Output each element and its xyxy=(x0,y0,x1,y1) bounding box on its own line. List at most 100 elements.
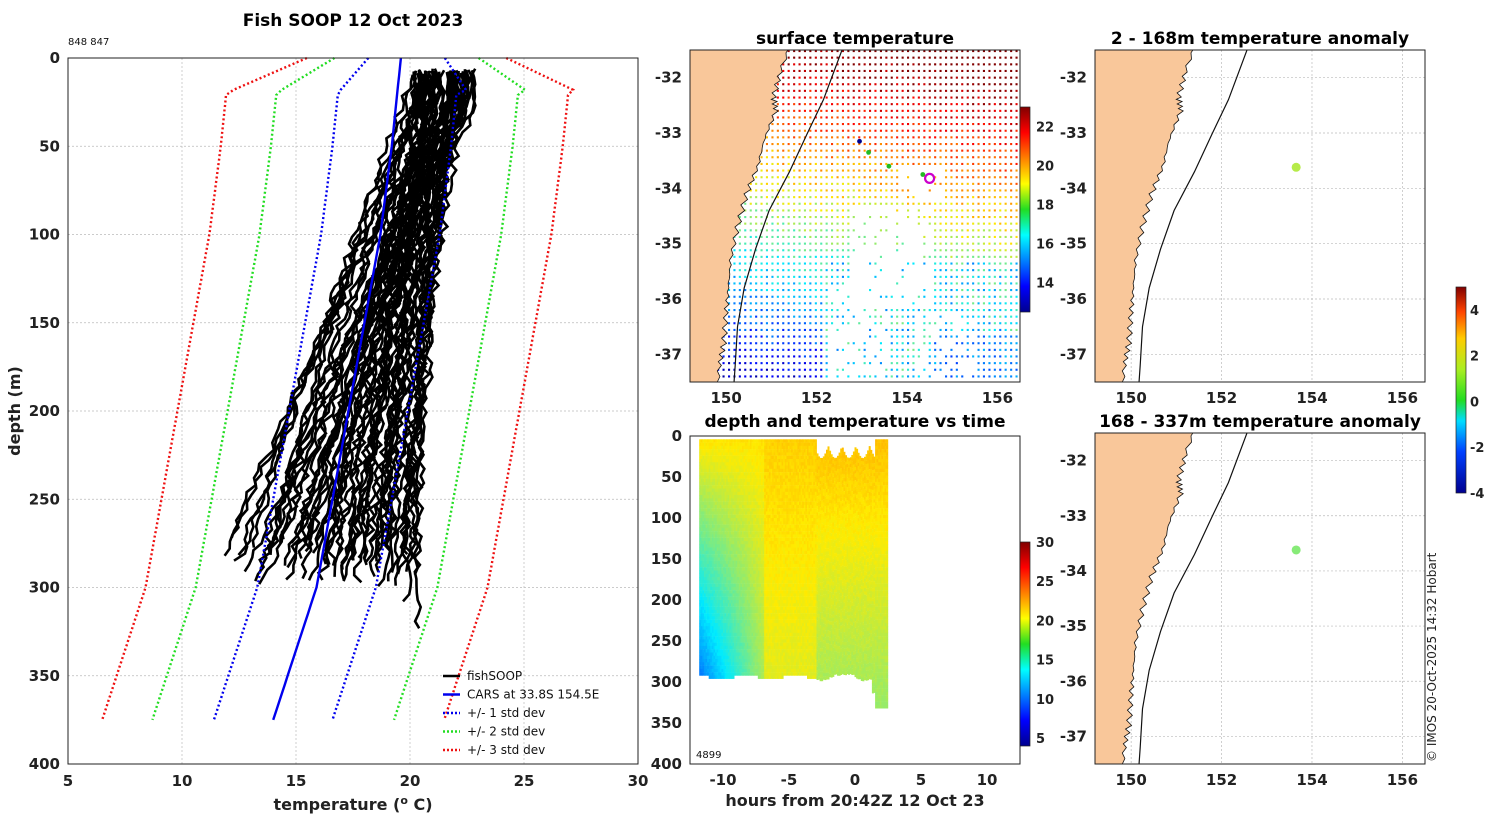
sst-colorbar-tick: 14 xyxy=(1036,277,1054,292)
anomaly-colorbar-tick: -2 xyxy=(1470,441,1484,456)
section-colorbar-tick: 15 xyxy=(1036,654,1054,669)
anomaly-upper-tick-labels: 150 152 154 156 -32 -33 -34 -35 -36 -37 xyxy=(1060,69,1418,407)
legend-label: fishSOOP xyxy=(467,669,522,683)
profile-y-tick: 400 xyxy=(29,755,60,773)
sst-ship-track xyxy=(857,138,936,184)
section-chart: depth and temperature vs time 4899 -10 -5… xyxy=(651,412,1054,810)
sst-map: surface temperature 150 152 154 156 -32 -33 -3… xyxy=(655,29,1054,407)
profile-plot-frame xyxy=(67,57,639,765)
a1-y-tick: -36 xyxy=(1060,290,1087,308)
profile-x-tick-labels: 5 10 15 20 25 30 xyxy=(63,772,649,790)
a1-y-tick: -35 xyxy=(1060,235,1087,253)
profile-legend: fishSOOP CARS at 33.8S 154.5E +/- 1 std de… xyxy=(443,669,599,757)
section-colorbar-tick: 30 xyxy=(1036,536,1054,551)
a1-x-tick: 150 xyxy=(1116,389,1147,407)
sst-land xyxy=(690,50,789,382)
profile-x-axis-label: temperature (o C) xyxy=(273,794,432,814)
section-x-tick: 10 xyxy=(977,771,998,789)
std-dev-line-2-minus xyxy=(151,56,336,721)
sst-x-tick: 154 xyxy=(891,389,922,407)
section-y-tick: 0 xyxy=(672,427,682,445)
section-y-tick: 50 xyxy=(661,468,682,486)
profile-x-tick: 5 xyxy=(63,772,73,790)
std-dev-lines xyxy=(101,56,576,721)
anomaly-lower-frame xyxy=(1094,432,1426,765)
sst-x-tick: 156 xyxy=(982,389,1013,407)
profile-chart: Fish SOOP 12 Oct 2023 848 847 5 10 15 20 25 3… xyxy=(5,11,648,814)
profile-x-tick: 15 xyxy=(286,772,307,790)
legend-label: +/- 1 std dev xyxy=(467,706,545,720)
section-x-tick: -5 xyxy=(781,771,798,789)
sst-colorbar-tick: 20 xyxy=(1036,160,1054,175)
profile-y-tick: 50 xyxy=(39,137,60,155)
a2-x-tick: 152 xyxy=(1206,771,1237,789)
profile-y-tick: 300 xyxy=(29,579,60,597)
profile-y-tick: 150 xyxy=(29,314,60,332)
ship-track-point xyxy=(866,149,871,155)
cars-mean-line xyxy=(272,57,403,721)
anomaly-upper-frame xyxy=(1094,49,1426,383)
a2-x-tick: 154 xyxy=(1296,771,1327,789)
anomaly-colorbar-tick: 2 xyxy=(1470,350,1479,365)
sst-colorbar-tick: 18 xyxy=(1036,199,1054,214)
profile-y-tick: 100 xyxy=(29,226,60,244)
a2-x-tick: 150 xyxy=(1116,771,1147,789)
ship-track-point xyxy=(886,163,892,169)
section-colorbar-tick: 25 xyxy=(1036,575,1054,590)
a1-y-tick: -33 xyxy=(1060,124,1087,142)
profile-y-tick: 200 xyxy=(29,402,60,420)
anomaly-colorbar xyxy=(1455,286,1467,494)
a1-y-tick: -32 xyxy=(1060,69,1087,87)
a2-y-tick: -37 xyxy=(1060,727,1087,745)
anomaly-upper-gridlines xyxy=(1095,50,1425,382)
sst-isobath xyxy=(733,50,843,382)
section-y-tick: 350 xyxy=(651,714,682,732)
profile-y-tick: 0 xyxy=(50,49,60,67)
sst-colorbar-tick: 22 xyxy=(1036,121,1054,136)
sst-map-title: surface temperature xyxy=(756,29,954,49)
fishsoop-profile xyxy=(263,70,419,545)
fishsoop-profile xyxy=(326,71,418,566)
section-colorbar xyxy=(1019,541,1031,747)
section-y-tick: 250 xyxy=(651,632,682,650)
a2-y-tick: -36 xyxy=(1060,672,1087,690)
a1-y-tick: -34 xyxy=(1060,179,1087,197)
std-dev-line-1-plus xyxy=(331,57,468,721)
anomaly-colorbar-tick: -4 xyxy=(1470,487,1484,502)
ship-track-point xyxy=(857,138,862,144)
std-dev-line-3-minus xyxy=(101,56,308,721)
anomaly-lower-land xyxy=(1095,433,1194,764)
section-x-axis-label: hours from 20:42Z 12 Oct 23 xyxy=(725,791,984,810)
profile-y-tick-labels: 0 50 100 150 200 250 300 350 400 xyxy=(29,49,60,773)
sst-y-tick: -35 xyxy=(655,235,682,253)
ship-track-point xyxy=(920,172,926,177)
a2-y-tick: -33 xyxy=(1060,507,1087,525)
profile-y-tick: 250 xyxy=(29,490,60,508)
anomaly-upper-isobath xyxy=(1138,50,1248,382)
a2-y-tick: -35 xyxy=(1060,617,1087,635)
section-y-tick: 100 xyxy=(651,509,682,527)
sst-y-tick: -32 xyxy=(655,69,682,87)
a1-x-tick: 154 xyxy=(1296,389,1327,407)
a1-x-tick: 156 xyxy=(1387,389,1418,407)
section-colorbar-tick: 20 xyxy=(1036,614,1054,629)
anomaly-upper-points xyxy=(1291,162,1301,172)
section-colorbar-ticks: 5 10 15 20 25 30 xyxy=(1036,536,1054,747)
fishsoop-profile xyxy=(269,74,414,555)
sst-y-tick: -33 xyxy=(655,124,682,142)
profile-x-tick: 25 xyxy=(514,772,535,790)
legend-label: +/- 3 std dev xyxy=(467,743,545,757)
anomaly-lower-isobath xyxy=(1138,433,1248,764)
cars-mean-profile xyxy=(272,57,403,721)
profile-x-tick: 30 xyxy=(628,772,649,790)
anomaly-upper-map: 2 - 168m temperature anomaly 150 152 154 15… xyxy=(1060,29,1426,407)
section-x-tick: 0 xyxy=(850,771,860,789)
section-chart-title: depth and temperature vs time xyxy=(705,412,1006,432)
profile-x-tick: 10 xyxy=(172,772,193,790)
section-colorbar-tick: 5 xyxy=(1036,732,1045,747)
fishsoop-profile xyxy=(374,73,433,562)
anomaly-lower-title: 168 - 337m temperature anomaly xyxy=(1099,412,1421,432)
profile-x-tick: 20 xyxy=(400,772,421,790)
section-y-tick: 200 xyxy=(651,591,682,609)
